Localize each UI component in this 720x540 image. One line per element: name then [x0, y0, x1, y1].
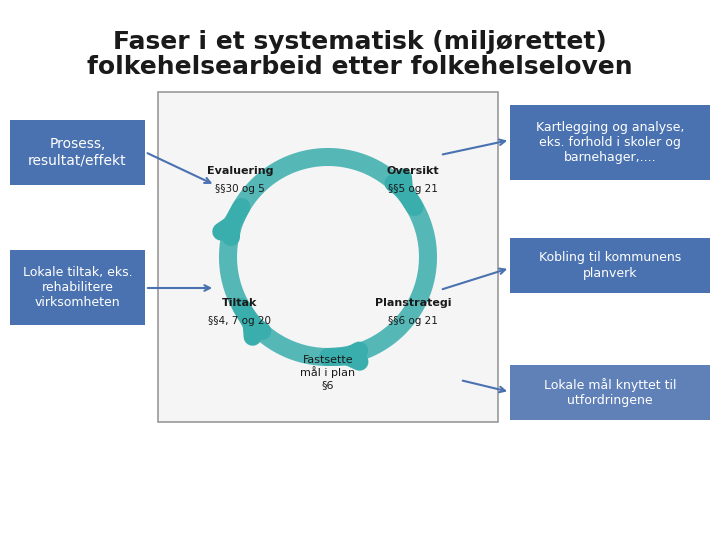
FancyBboxPatch shape	[510, 238, 710, 293]
Text: §§5 og 21: §§5 og 21	[388, 184, 438, 194]
Text: §§4, 7 og 20: §§4, 7 og 20	[209, 316, 271, 326]
Text: Kartlegging og analyse,
eks. forhold i skoler og
barnehager,....: Kartlegging og analyse, eks. forhold i s…	[536, 121, 684, 164]
FancyBboxPatch shape	[10, 120, 145, 185]
Bar	[158, 92, 498, 422]
Text: Oversikt: Oversikt	[387, 166, 439, 176]
Text: Faser i et systematisk (miljørettet): Faser i et systematisk (miljørettet)	[113, 30, 607, 54]
Text: Evaluering: Evaluering	[207, 166, 274, 176]
Text: Lokale tiltak, eks.
rehabilitere
virksomheten: Lokale tiltak, eks. rehabilitere virksom…	[23, 266, 132, 309]
Text: Lokale mål knyttet til
utfordringene: Lokale mål knyttet til utfordringene	[544, 378, 676, 407]
Text: Tiltak: Tiltak	[222, 298, 258, 308]
Text: Prosess,
resultat/effekt: Prosess, resultat/effekt	[28, 137, 127, 167]
Text: §§30 og 5: §§30 og 5	[215, 184, 265, 194]
FancyBboxPatch shape	[510, 365, 710, 420]
FancyBboxPatch shape	[510, 105, 710, 180]
Text: Fastsette
mål i plan
§6: Fastsette mål i plan §6	[300, 355, 356, 390]
Text: Planstrategi: Planstrategi	[374, 298, 451, 308]
FancyBboxPatch shape	[10, 250, 145, 325]
Text: folkehelsearbeid etter folkehelseloven: folkehelsearbeid etter folkehelseloven	[87, 55, 633, 79]
Text: §§6 og 21: §§6 og 21	[388, 316, 438, 326]
Text: Kobling til kommunens
planverk: Kobling til kommunens planverk	[539, 252, 681, 280]
